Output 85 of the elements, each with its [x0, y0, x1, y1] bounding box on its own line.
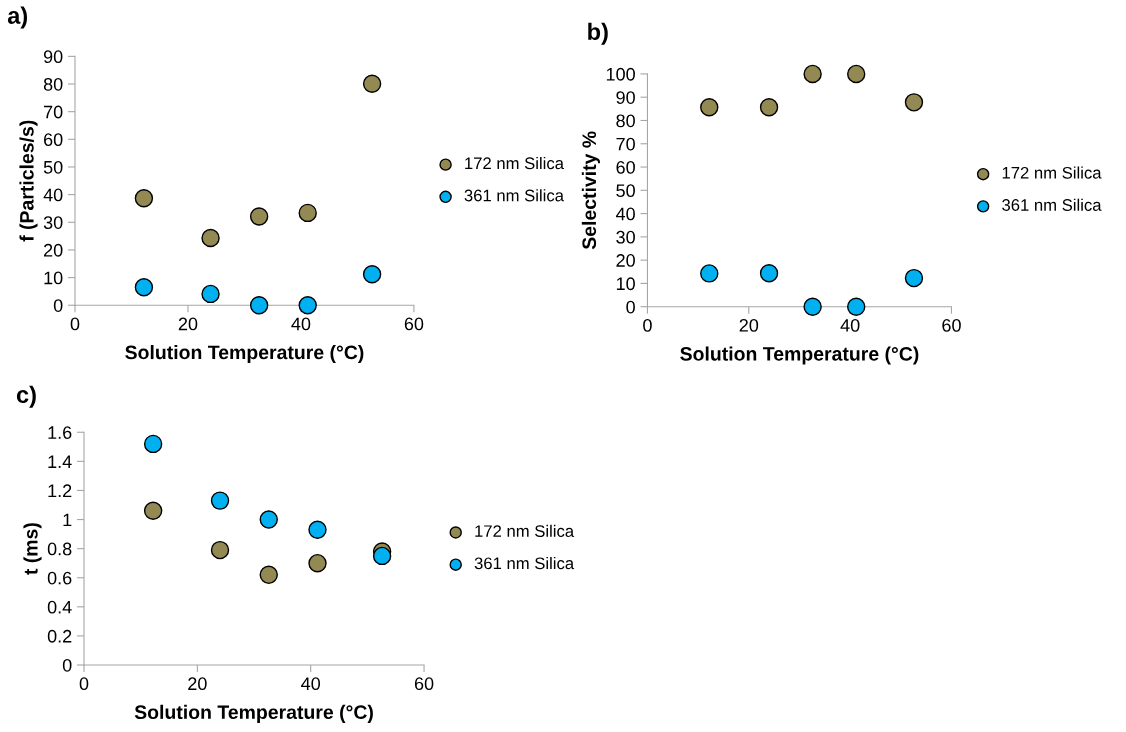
point	[298, 296, 317, 315]
legend-label: 361 nm Silica	[474, 556, 575, 570]
y-tick-label: 80	[616, 114, 635, 128]
point	[308, 520, 327, 539]
legend-label: 172 nm Silica	[465, 156, 564, 170]
chart-title: c)	[16, 385, 36, 408]
point	[134, 278, 154, 297]
y-tick-label: 30	[616, 230, 635, 244]
point	[143, 434, 163, 454]
y-tick-label: 10	[616, 277, 635, 291]
y-tick-label: 0.4	[47, 600, 72, 614]
y-tick-label: 50	[616, 184, 635, 198]
y-tick-label: 80	[43, 77, 63, 91]
y-axis-title: t (ms)	[23, 523, 42, 575]
x-tick-label: 40	[301, 677, 321, 691]
y-tick-label: 50	[43, 160, 63, 174]
x-tick-label: 60	[414, 677, 434, 691]
point	[803, 297, 822, 316]
point	[210, 491, 230, 510]
y-tick-label: 70	[616, 137, 635, 151]
y-tick-label: 60	[44, 133, 63, 147]
point	[700, 264, 719, 283]
y-tick-label: 0.6	[47, 571, 72, 585]
y-tick-label: 1	[63, 513, 72, 527]
x-tick-label: 20	[739, 318, 759, 332]
y-tick-label: 0	[53, 299, 63, 312]
point	[249, 207, 269, 226]
x-tick-label: 40	[840, 318, 860, 332]
point	[904, 93, 924, 112]
point	[308, 553, 327, 573]
y-tick-label: 70	[44, 105, 63, 119]
y-axis-title: f (Particles/s)	[19, 120, 38, 242]
point	[134, 189, 154, 208]
y-tick-label: 0.8	[47, 542, 72, 556]
chart-title: a)	[7, 6, 28, 29]
legend-label: 172 nm Silica	[1002, 166, 1102, 179]
y-tick-label: 20	[616, 254, 635, 267]
legend-label: 361 nm Silica	[464, 189, 564, 202]
point	[143, 501, 163, 521]
x-tick-label: 60	[404, 317, 424, 331]
x-tick-label: 0	[643, 318, 652, 332]
legend-label: 172 nm Silica	[475, 524, 575, 538]
y-tick-label: 0.2	[47, 629, 72, 643]
y-tick-label: 30	[43, 216, 63, 229]
point	[847, 297, 866, 316]
y-tick-label: 100	[606, 67, 635, 81]
x-axis-title: Solution Temperature (°C)	[680, 346, 919, 365]
point	[700, 98, 719, 117]
x-axis-title: Solution Temperature (°C)	[125, 344, 364, 364]
y-tick-label: 20	[44, 243, 63, 257]
point	[904, 268, 924, 288]
y-tick-label: 0	[626, 300, 635, 314]
x-tick-label: 40	[291, 317, 311, 331]
y-tick-label: 10	[44, 271, 63, 285]
point	[210, 540, 230, 560]
y-tick-label: 90	[616, 91, 635, 104]
point	[298, 203, 317, 223]
point	[259, 510, 278, 529]
x-axis-title: Solution Temperature (°C)	[134, 704, 373, 723]
y-tick-label: 90	[43, 50, 63, 64]
point	[759, 98, 779, 117]
legend-label: 361 nm Silica	[1002, 198, 1102, 211]
point	[259, 565, 278, 585]
x-tick-label: 0	[79, 677, 89, 691]
y-tick-label: 40	[43, 188, 63, 202]
chart-title: b)	[588, 22, 608, 45]
y-tick-label: 40	[615, 207, 635, 221]
y-axis-title: Selectivity %	[581, 131, 600, 250]
point	[847, 64, 866, 84]
point	[759, 263, 779, 283]
x-tick-label: 20	[188, 677, 207, 691]
point	[362, 74, 382, 93]
point	[201, 284, 220, 304]
y-tick-label: 1.6	[48, 426, 72, 439]
point	[249, 296, 269, 315]
x-tick-label: 60	[942, 318, 961, 332]
point	[201, 228, 220, 248]
y-tick-label: 60	[616, 160, 635, 174]
y-tick-label: 0	[62, 658, 72, 672]
point	[362, 265, 382, 284]
x-tick-label: 20	[178, 317, 198, 331]
y-tick-label: 1.2	[48, 484, 72, 497]
point	[803, 64, 822, 84]
point	[372, 546, 392, 566]
y-tick-label: 1.4	[48, 455, 72, 468]
